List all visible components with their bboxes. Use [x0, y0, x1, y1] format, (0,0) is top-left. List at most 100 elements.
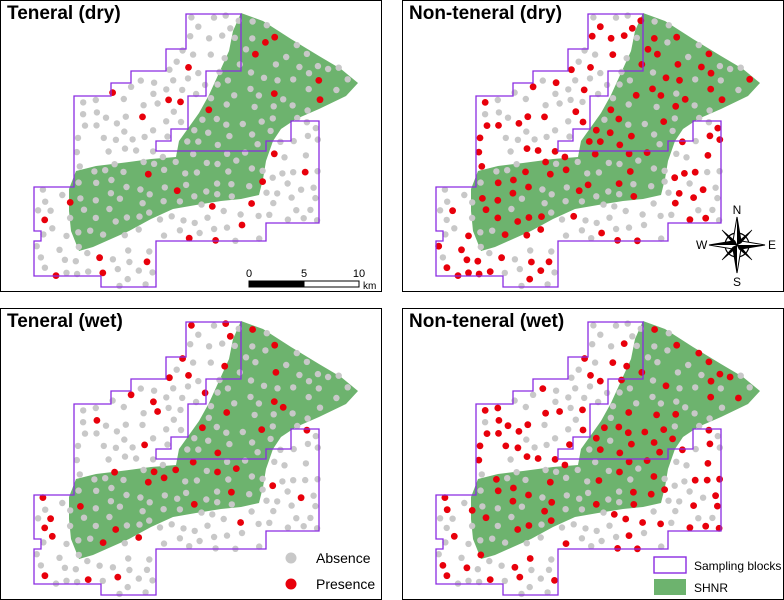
presence-point: [686, 216, 694, 224]
absence-point: [126, 258, 133, 266]
presence-point: [620, 340, 628, 347]
presence-point: [588, 32, 596, 40]
absence-point: [209, 511, 216, 518]
absence-point: [539, 494, 546, 501]
absence-point: [61, 564, 69, 571]
presence-point: [681, 170, 688, 177]
scale-tick-0: 0: [246, 268, 252, 280]
absence-point: [316, 404, 324, 411]
absence-point: [146, 248, 153, 255]
absence-point: [562, 232, 570, 239]
presence-point: [523, 145, 531, 153]
presence-point: [135, 534, 143, 541]
presence-point: [657, 92, 665, 99]
absence-point: [696, 114, 703, 122]
absence-point: [201, 81, 209, 89]
reserve-symbol: [654, 579, 686, 595]
absence-point: [591, 51, 599, 58]
absence-point: [80, 514, 88, 521]
absence-point: [477, 243, 484, 251]
absence-point: [63, 540, 70, 548]
presence-point: [39, 494, 47, 501]
presence-point: [510, 176, 517, 184]
absence-point: [501, 269, 508, 277]
absence-point: [674, 369, 682, 376]
presence-point: [580, 86, 588, 94]
absence-point: [149, 435, 157, 442]
absence-point: [551, 127, 559, 134]
absence-point: [140, 158, 147, 166]
absence-point: [256, 235, 263, 242]
absence-point: [303, 358, 311, 366]
presence-point: [657, 520, 664, 528]
absence-point: [344, 76, 351, 83]
absence-point: [656, 141, 663, 148]
absence-point: [562, 506, 569, 513]
absence-point: [34, 515, 42, 522]
absence-point: [603, 389, 611, 397]
absence-point: [717, 385, 724, 392]
absence-point: [177, 426, 185, 434]
absence-point: [305, 85, 312, 93]
absence-point: [84, 249, 91, 257]
presence-point: [705, 358, 713, 366]
absence-point: [213, 180, 221, 187]
absence-point: [618, 68, 625, 76]
absence-point: [572, 77, 579, 84]
absence-point: [132, 455, 140, 462]
absence-point: [165, 404, 172, 412]
absence-point: [75, 487, 82, 494]
absence-point: [465, 577, 472, 584]
absence-point: [685, 53, 692, 61]
absence-point: [191, 193, 198, 200]
absence-point: [552, 468, 560, 475]
absence-point: [116, 503, 124, 510]
absence-point: [706, 415, 713, 422]
absence-point: [34, 207, 42, 214]
absence-point: [102, 167, 109, 174]
absence-point: [531, 444, 538, 451]
presence-point: [546, 478, 554, 486]
absence-point: [164, 441, 171, 448]
absence-point: [205, 35, 213, 42]
presence-point: [628, 24, 636, 32]
absence-point: [231, 342, 238, 349]
absence-point: [691, 410, 698, 417]
absence-point: [205, 343, 213, 350]
absence-point: [198, 201, 205, 208]
absence-point: [539, 186, 546, 193]
absence-point: [125, 555, 132, 562]
absence-point: [531, 136, 538, 143]
absence-point: [220, 207, 227, 215]
absence-point: [737, 372, 744, 379]
absence-point: [310, 184, 317, 191]
absence-point: [477, 537, 484, 544]
absence-point: [444, 198, 451, 205]
presence-point: [494, 179, 502, 187]
absence-point: [290, 445, 297, 453]
absence-point: [214, 191, 221, 198]
absence-point: [196, 229, 203, 237]
absence-point: [139, 421, 146, 429]
absence-point: [226, 440, 233, 448]
absence-point: [293, 515, 300, 522]
absence-point: [605, 188, 612, 195]
presence-point: [541, 507, 548, 515]
absence-point: [33, 551, 40, 558]
absence-point: [102, 475, 109, 482]
absence-point: [597, 331, 604, 338]
presence-point: [714, 502, 721, 510]
absence-point: [219, 340, 226, 347]
compass-star-diag: [721, 229, 753, 261]
presence-point: [262, 39, 269, 46]
absence-point: [223, 121, 230, 128]
presence-point: [221, 362, 229, 370]
absence-point: [231, 400, 238, 407]
absence-point: [80, 407, 87, 414]
absence-point: [210, 14, 218, 21]
presence-point: [463, 256, 471, 264]
presence-point: [214, 468, 221, 476]
absence-point: [72, 258, 80, 265]
presence-point: [630, 488, 637, 496]
presence-point: [185, 64, 192, 71]
